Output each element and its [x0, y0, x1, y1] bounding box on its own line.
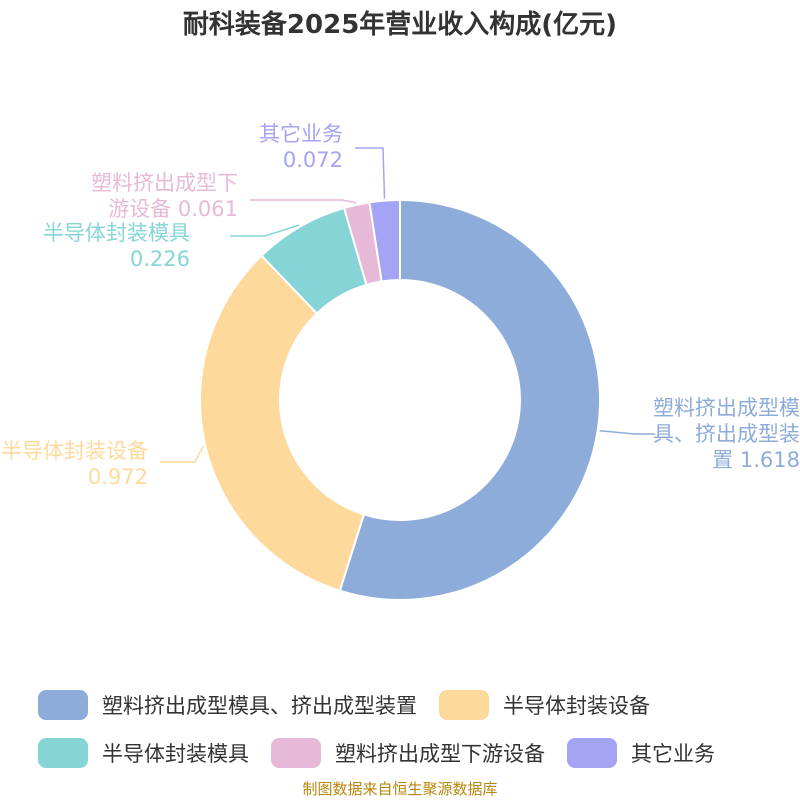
legend-swatch [439, 690, 489, 720]
source-note: 制图数据来自恒生聚源数据库 [302, 780, 498, 798]
legend-item-semi-equipment[interactable]: 半导体封装设备 [439, 690, 650, 720]
label-semi-equipment: 半导体封装设备 0.972 [1, 439, 148, 489]
legend-row-2: 半导体封装模具 塑料挤出成型下游设备 其它业务 [38, 738, 737, 768]
legend-swatch [38, 738, 88, 768]
slice-label-line: 其它业务 [259, 122, 343, 146]
legend-label: 半导体封装设备 [503, 694, 650, 718]
legend-label: 半导体封装模具 [102, 742, 249, 766]
legend-label: 塑料挤出成型模具、挤出成型装置 [102, 694, 417, 718]
slice-label-line: 0.072 [283, 148, 343, 172]
legend-swatch [567, 738, 617, 768]
chart-title: 耐科装备2025年营业收入构成(亿元) [183, 9, 617, 40]
slice-label-line: 0.972 [88, 465, 148, 489]
slice-semi-equipment[interactable] [198, 254, 366, 592]
slice-label-line: 游设备 0.061 [108, 197, 238, 221]
label-other: 其它业务 0.072 [259, 122, 343, 172]
legend-item-other[interactable]: 其它业务 [567, 738, 715, 768]
legend-item-mold-device[interactable]: 塑料挤出成型模具、挤出成型装置 [38, 690, 417, 720]
slice-other[interactable] [368, 198, 401, 283]
leader-line [230, 224, 300, 237]
label-semi-mold: 半导体封装模具 0.226 [43, 221, 190, 271]
slice-label-line: 0.226 [130, 247, 190, 271]
slice-label-line: 塑料挤出成型下 [91, 171, 238, 195]
slice-mold-device[interactable] [338, 198, 601, 601]
label-mold-device: 塑料挤出成型模具、挤出成型装置 1.618 [653, 396, 800, 472]
legend-label: 其它业务 [631, 742, 715, 766]
slice-label-line: 具、挤出成型装 [653, 422, 800, 446]
legend-swatch [38, 690, 88, 720]
leader-line [355, 147, 386, 199]
legend-item-semi-mold[interactable]: 半导体封装模具 [38, 738, 249, 768]
legend-item-downstream[interactable]: 塑料挤出成型下游设备 [271, 738, 545, 768]
legend-label: 塑料挤出成型下游设备 [335, 742, 545, 766]
leader-line [599, 430, 655, 435]
label-downstream: 塑料挤出成型下游设备 0.061 [91, 171, 238, 221]
leader-line [250, 199, 357, 204]
slice-label-line: 塑料挤出成型模 [653, 396, 800, 420]
slice-label-line: 半导体封装设备 [1, 439, 148, 463]
slice-label-line: 置 1.618 [712, 448, 800, 472]
legend-row-1: 塑料挤出成型模具、挤出成型装置 半导体封装设备 [38, 690, 672, 720]
leader-line [160, 445, 204, 463]
legend-swatch [271, 738, 321, 768]
slice-label-line: 半导体封装模具 [43, 221, 190, 245]
